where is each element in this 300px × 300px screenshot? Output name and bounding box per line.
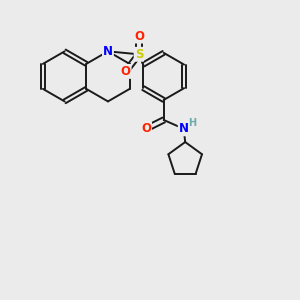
Text: S: S bbox=[135, 48, 143, 61]
Text: H: H bbox=[188, 118, 196, 128]
Text: N: N bbox=[179, 122, 189, 135]
Text: O: O bbox=[141, 122, 151, 135]
Text: O: O bbox=[134, 30, 144, 43]
Text: N: N bbox=[103, 45, 113, 58]
Text: O: O bbox=[121, 65, 130, 78]
